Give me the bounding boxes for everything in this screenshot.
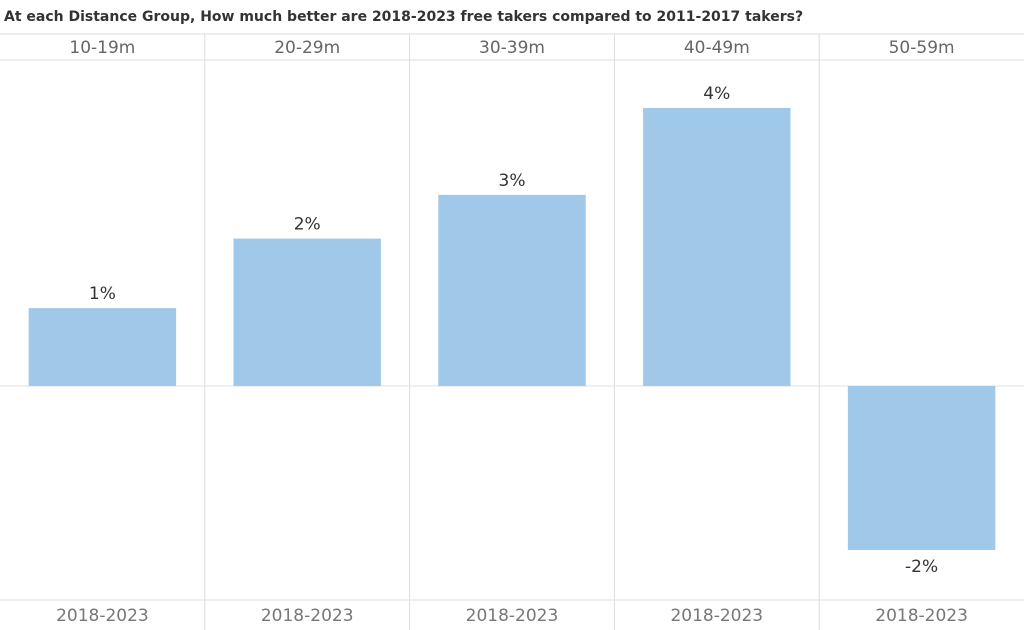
- category-header: 10-19m: [69, 38, 135, 58]
- bar: [28, 308, 177, 386]
- series-label: 2018-2023: [56, 606, 149, 626]
- bar: [847, 385, 996, 550]
- category-header: 40-49m: [684, 38, 750, 58]
- bar: [643, 107, 791, 386]
- chart-title: At each Distance Group, How much better …: [4, 9, 803, 25]
- category-header: 30-39m: [479, 38, 545, 58]
- category-header: 50-59m: [889, 38, 955, 58]
- series-label: 2018-2023: [875, 606, 968, 626]
- data-label: 2%: [294, 215, 321, 235]
- data-label: 3%: [499, 171, 526, 191]
- series-label: 2018-2023: [466, 606, 559, 626]
- series-label: 2018-2023: [261, 606, 354, 626]
- data-label: 1%: [89, 284, 116, 304]
- bar: [438, 194, 586, 386]
- bar: [233, 238, 381, 386]
- data-label: 4%: [703, 84, 730, 104]
- category-header: 20-29m: [274, 38, 340, 58]
- series-label: 2018-2023: [670, 606, 763, 626]
- data-label: -2%: [905, 557, 938, 577]
